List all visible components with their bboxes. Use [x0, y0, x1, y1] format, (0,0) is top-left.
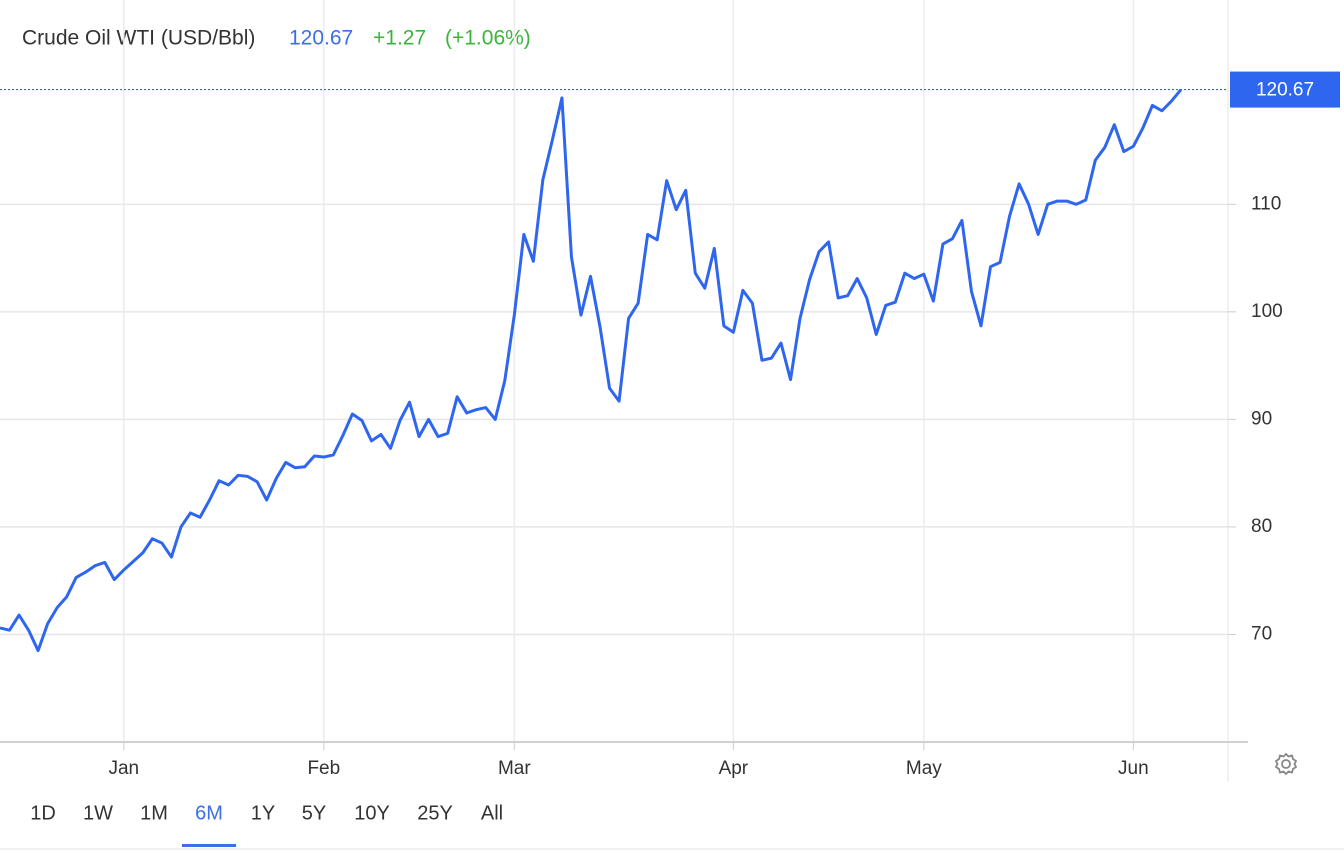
- range-active-underline: [182, 844, 236, 847]
- range-button[interactable]: 1Y: [251, 802, 275, 824]
- x-tick-label: Jun: [1118, 758, 1149, 779]
- chart-title: Crude Oil WTI (USD/Bbl): [22, 27, 255, 50]
- price-change-percent: (+1.06%): [445, 27, 531, 50]
- last-price-box: [1230, 71, 1340, 108]
- range-button[interactable]: 25Y: [417, 802, 453, 824]
- last-price-label: 120.67: [1256, 80, 1314, 101]
- range-button[interactable]: All: [481, 802, 503, 824]
- range-button[interactable]: 1W: [83, 802, 113, 824]
- y-tick-label: 80: [1251, 516, 1272, 537]
- x-tick-label: Jan: [108, 758, 139, 779]
- settings-icon[interactable]: [1274, 752, 1298, 776]
- plot-area: 70 80 90 100 110 Jan Feb Mar Apr May Jun 120.67: [0, 0, 1340, 779]
- x-tick-label: May: [906, 758, 942, 779]
- range-button[interactable]: 1D: [30, 802, 56, 824]
- price-line: [0, 88, 1183, 653]
- x-tick-label: Mar: [498, 758, 531, 779]
- range-button[interactable]: 6M: [195, 802, 223, 824]
- price-change: +1.27: [373, 27, 426, 50]
- x-tick-label: Feb: [307, 758, 340, 779]
- range-button[interactable]: 10Y: [354, 802, 390, 824]
- range-button[interactable]: 5Y: [302, 802, 326, 824]
- y-tick-label: 70: [1251, 623, 1272, 644]
- last-price: 120.67: [289, 27, 353, 50]
- x-tick-label: Apr: [719, 758, 749, 779]
- range-button[interactable]: 1M: [140, 802, 168, 824]
- y-tick-label: 90: [1251, 408, 1272, 429]
- y-tick-label: 110: [1251, 193, 1281, 214]
- range-selector: 1D 1W 1M 6M 1Y 5Y 10Y 25Y All: [30, 802, 503, 847]
- y-tick-label: 100: [1251, 301, 1283, 322]
